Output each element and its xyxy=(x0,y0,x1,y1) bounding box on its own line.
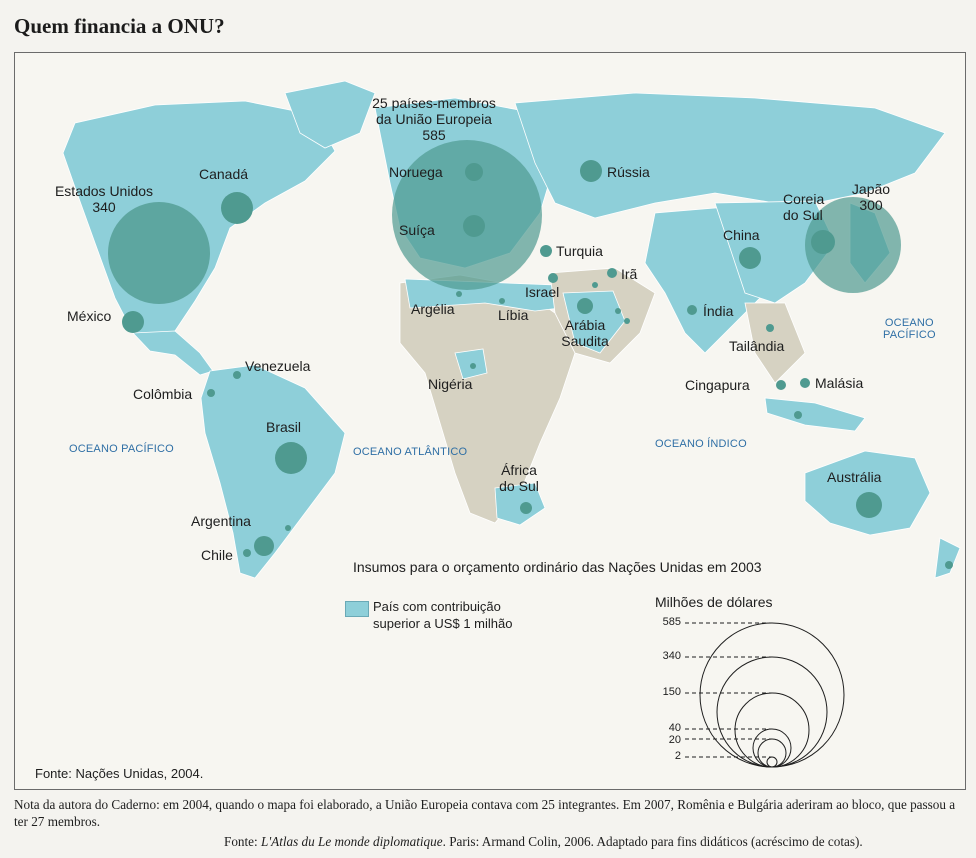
label-singapore: Cingapura xyxy=(685,377,750,393)
label-korea: Coreia do Sul xyxy=(783,191,825,223)
label-mexico: México xyxy=(67,308,112,324)
world-map: 25 países-membros da União Europeia 585 E… xyxy=(14,52,966,790)
scale-value-40: 40 xyxy=(668,722,681,734)
scale-value-340: 340 xyxy=(662,650,681,662)
bubble-japan xyxy=(805,197,901,293)
land-south-africa xyxy=(494,482,546,526)
ocean-pacific-east: OCEANO PACÍFICO xyxy=(883,317,936,341)
land-central-america xyxy=(132,330,214,376)
label-norway: Noruega xyxy=(389,164,443,180)
bubble-colombia xyxy=(207,389,215,397)
bubble-australia xyxy=(856,492,882,518)
legend-swatch xyxy=(345,601,369,617)
bubble-venezuela xyxy=(233,371,241,379)
scale-circle-2 xyxy=(766,756,778,768)
bubble-new-zealand xyxy=(945,561,953,569)
ocean-pacific-west: OCEANO PACÍFICO xyxy=(69,443,174,455)
bubble-mexico xyxy=(122,311,144,333)
label-algeria: Argélia xyxy=(411,301,455,317)
bubble-gulf-2 xyxy=(615,308,621,314)
bubble-korea xyxy=(811,230,835,254)
scale-value-20: 20 xyxy=(668,734,681,746)
land-east-asia xyxy=(714,200,836,304)
bubble-russia xyxy=(580,160,602,182)
label-thailand: Tailândia xyxy=(729,338,785,354)
legend-swatch-text: País com contribuição superior a US$ 1 m… xyxy=(373,599,513,631)
label-brazil: Brasil xyxy=(266,419,302,435)
scale-circles xyxy=(699,622,845,768)
bubble-chile xyxy=(243,549,251,557)
bubble-thailand xyxy=(766,324,774,332)
scale-circle-585 xyxy=(699,622,845,768)
label-libya: Líbia xyxy=(498,307,529,323)
ocean-indian: OCEANO ÍNDICO xyxy=(655,438,747,450)
label-eu: 25 países-membros da União Europeia 585 xyxy=(372,95,496,143)
bubble-norway xyxy=(465,163,483,181)
label-china: China xyxy=(723,227,760,243)
scale-circle-150 xyxy=(734,692,810,768)
label-usa: Estados Unidos 340 xyxy=(54,183,154,215)
bubble-usa xyxy=(108,202,210,304)
bubble-iran xyxy=(607,268,617,278)
scale-value-150: 150 xyxy=(662,686,681,698)
bubble-south-africa xyxy=(520,502,532,514)
page-title: Quem financia a ONU? xyxy=(14,14,225,38)
scale-value-585: 585 xyxy=(662,616,681,628)
bubble-argentina xyxy=(254,536,274,556)
label-canada: Canadá xyxy=(199,166,249,182)
bubble-nigeria xyxy=(470,363,476,369)
bubble-switzerland xyxy=(463,215,485,237)
label-israel: Israel xyxy=(525,284,560,300)
label-turkey: Turquia xyxy=(556,243,603,259)
bubble-eu xyxy=(392,140,542,290)
bubble-gulf-1 xyxy=(592,282,598,288)
bubble-canada xyxy=(221,192,253,224)
map-canvas xyxy=(62,80,961,768)
label-venezuela: Venezuela xyxy=(245,358,311,374)
land-southeast-asia xyxy=(744,302,806,384)
map-source: Fonte: Nações Unidas, 2004. xyxy=(35,766,204,781)
bubble-libya xyxy=(499,298,505,304)
bubble-gulf-3 xyxy=(624,318,630,324)
label-south-africa: África do Sul xyxy=(499,462,539,494)
label-australia: Austrália xyxy=(827,469,882,485)
label-india: Índia xyxy=(703,303,734,319)
scale-title: Milhões de dólares xyxy=(655,594,773,610)
land-south-america xyxy=(200,364,346,579)
label-chile: Chile xyxy=(201,547,233,563)
label-colombia: Colômbia xyxy=(133,386,193,402)
legend-title: Insumos para o orçamento ordinário das N… xyxy=(353,559,762,575)
label-malaysia: Malásia xyxy=(815,375,864,391)
bubble-saudi xyxy=(577,298,593,314)
label-russia: Rússia xyxy=(607,164,650,180)
bubble-singapore xyxy=(776,380,786,390)
bubble-indonesia xyxy=(794,411,802,419)
bubble-turkey xyxy=(540,245,552,257)
label-argentina: Argentina xyxy=(191,513,251,529)
land-greenland xyxy=(284,80,376,149)
scale-circle-20 xyxy=(757,738,787,768)
scale-leaders xyxy=(685,622,772,758)
author-note: Nota da autora do Caderno: em 2004, quan… xyxy=(14,797,956,829)
bubble-uruguay xyxy=(285,525,291,531)
bubble-brazil xyxy=(275,442,307,474)
bubble-india xyxy=(687,305,697,315)
label-japan: Japão 300 xyxy=(851,181,891,213)
land-indonesia xyxy=(764,397,866,432)
scale-circle-340 xyxy=(716,656,828,768)
scale-value-2: 2 xyxy=(674,750,681,762)
bubble-china xyxy=(739,247,761,269)
label-saudi: Arábia Saudita xyxy=(561,317,609,349)
contribution-bubbles xyxy=(108,140,953,569)
label-iran: Irã xyxy=(621,266,638,282)
bubble-israel xyxy=(548,273,558,283)
ocean-atlantic: OCEANO ATLÂNTICO xyxy=(353,446,468,458)
label-nigeria: Nigéria xyxy=(428,376,473,392)
label-switzerland: Suíça xyxy=(399,222,435,238)
bubble-algeria xyxy=(456,291,462,297)
bubble-malaysia xyxy=(800,378,810,388)
credit: Fonte: L'Atlas du Le monde diplomatique.… xyxy=(224,834,863,849)
land-new-zealand xyxy=(934,537,961,579)
